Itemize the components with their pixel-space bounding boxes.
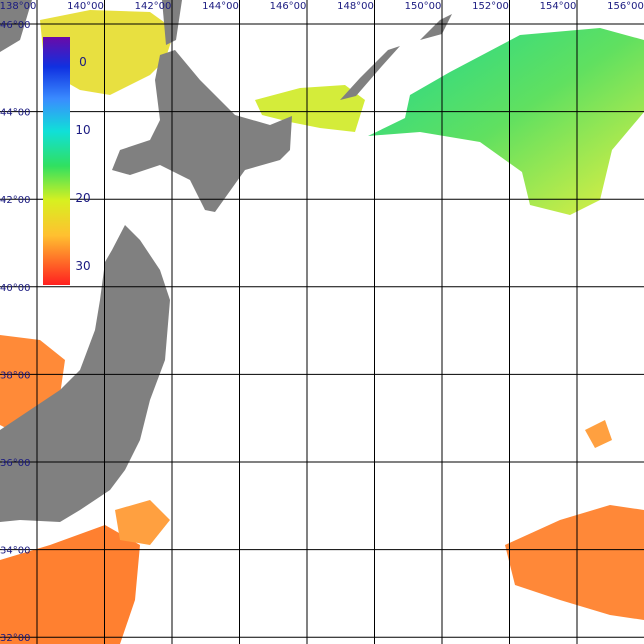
lat-label: 42°00 bbox=[0, 195, 30, 206]
lon-label: 156°00 bbox=[607, 1, 644, 12]
lon-label: 146°00 bbox=[270, 1, 307, 12]
lon-label: 140°00 bbox=[67, 1, 104, 12]
lat-label: 44°00 bbox=[0, 108, 30, 119]
sst-patch bbox=[368, 28, 644, 215]
colorbar-label: 30 bbox=[75, 259, 90, 273]
sst-patch bbox=[40, 10, 175, 95]
colorbar bbox=[43, 37, 70, 285]
lon-label: 148°00 bbox=[337, 1, 374, 12]
lon-label: 154°00 bbox=[540, 1, 577, 12]
lon-label: 150°00 bbox=[405, 1, 442, 12]
landmass bbox=[0, 225, 170, 522]
colorbar-label: 20 bbox=[75, 191, 90, 205]
sst-patch bbox=[255, 85, 365, 132]
landmass bbox=[420, 14, 452, 40]
landmass bbox=[340, 46, 400, 100]
landmass bbox=[0, 0, 32, 52]
sst-patch bbox=[115, 500, 170, 545]
lon-label: 144°00 bbox=[202, 1, 239, 12]
sst-patch bbox=[0, 525, 140, 644]
lat-label: 36°00 bbox=[0, 458, 30, 469]
colorbar-label: 0 bbox=[79, 55, 87, 69]
land bbox=[0, 0, 452, 522]
lon-label: 138°00 bbox=[0, 1, 36, 12]
colorbar-label: 10 bbox=[75, 123, 90, 137]
lat-label: 38°00 bbox=[0, 370, 30, 381]
lat-label: 46°00 bbox=[0, 20, 30, 31]
lat-label: 32°00 bbox=[0, 633, 30, 644]
lat-label: 40°00 bbox=[0, 283, 30, 294]
lon-label: 152°00 bbox=[472, 1, 509, 12]
sst-patch bbox=[585, 420, 612, 448]
lon-label: 142°00 bbox=[135, 1, 172, 12]
landmass bbox=[112, 50, 292, 212]
lat-label: 34°00 bbox=[0, 546, 30, 557]
sst-patch bbox=[505, 505, 644, 620]
